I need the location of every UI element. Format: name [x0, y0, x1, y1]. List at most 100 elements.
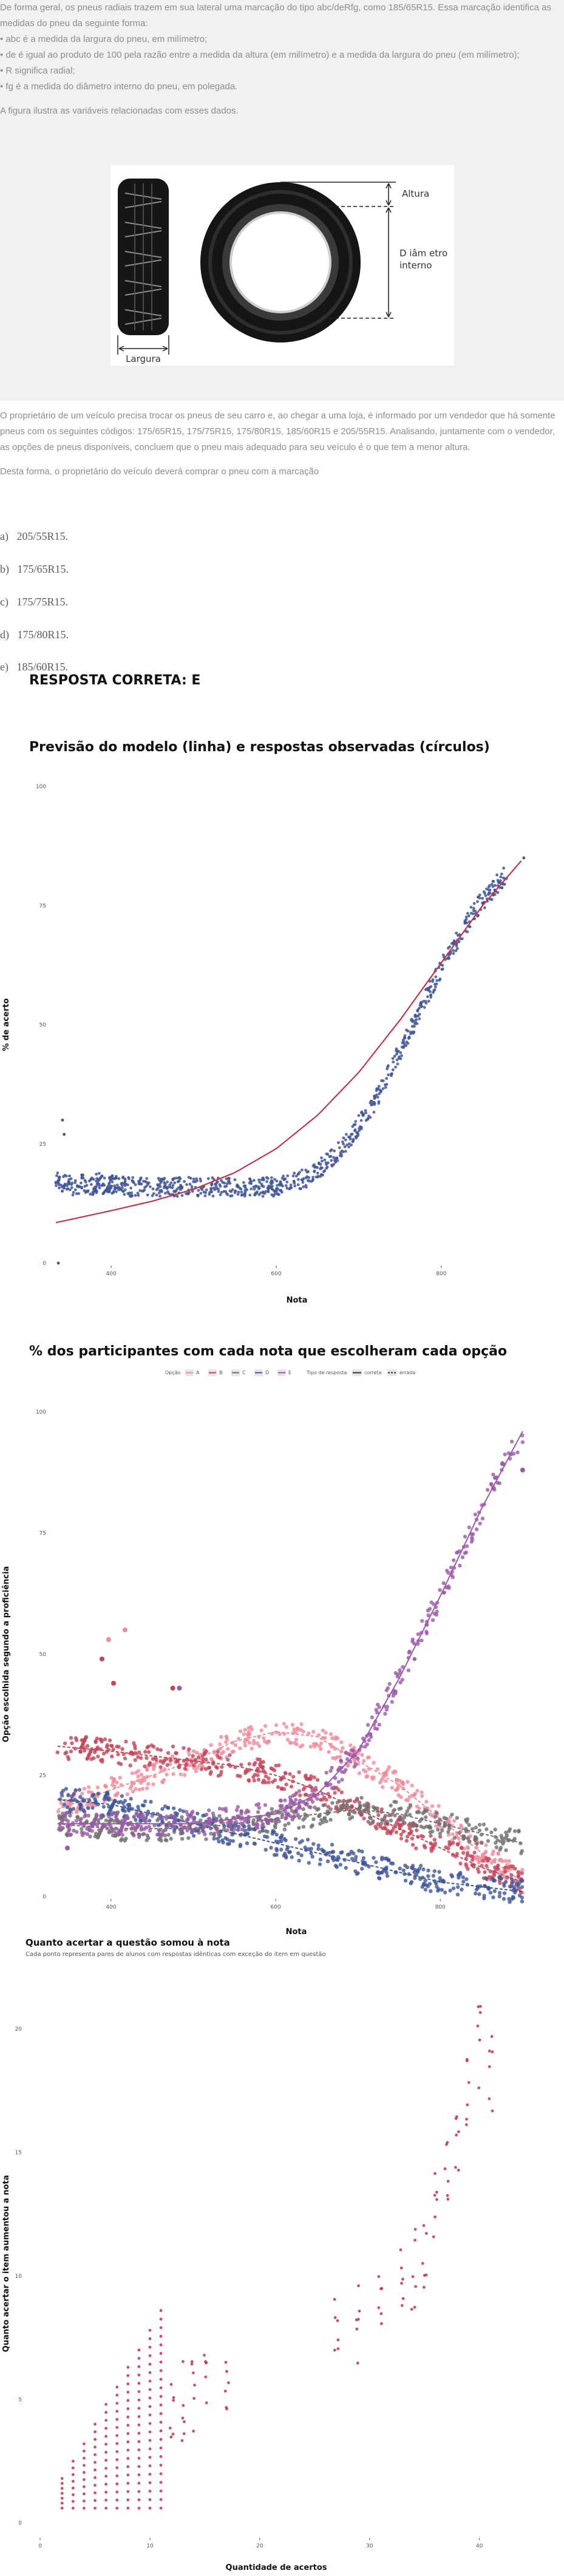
- question-prompt: Desta forma, o proprietário do veículo d…: [0, 466, 319, 477]
- option-point-D: [413, 1867, 417, 1872]
- x-tick-label: 400: [106, 1904, 116, 1910]
- observed-point: [233, 1191, 237, 1194]
- option-point-E: [310, 1788, 314, 1793]
- option-point-A: [334, 1735, 338, 1739]
- observed-point: [522, 856, 526, 860]
- gain-point: [159, 2309, 163, 2312]
- observed-point: [188, 1182, 192, 1186]
- option-b[interactable]: b) 175/65R15.: [0, 563, 69, 576]
- observed-point: [270, 1176, 273, 1179]
- gain-point: [126, 2506, 130, 2510]
- observed-point: [403, 1036, 407, 1040]
- option-point-D: [127, 1804, 132, 1809]
- observed-point: [415, 1018, 418, 1021]
- option-point-A: [410, 1783, 414, 1788]
- option-point-D: [401, 1868, 406, 1873]
- option-point-E: [285, 1813, 290, 1818]
- option-point-B: [429, 1833, 433, 1838]
- observed-point: [130, 1191, 134, 1194]
- observed-point: [139, 1177, 143, 1181]
- option-c[interactable]: c) 175/75R15.: [0, 596, 68, 608]
- option-point-D: [90, 1805, 95, 1810]
- option-point-D: [78, 1802, 83, 1807]
- outlier-point: [110, 1680, 116, 1686]
- option-point-A: [151, 1782, 155, 1787]
- observed-point: [56, 1261, 60, 1265]
- option-point-E: [172, 1824, 177, 1829]
- option-point-D: [338, 1862, 343, 1867]
- gain-point: [182, 2404, 185, 2407]
- option-point-E: [205, 1812, 209, 1817]
- option-point-C: [385, 1819, 389, 1824]
- observed-point: [134, 1183, 137, 1187]
- option-point-D: [62, 1802, 67, 1807]
- option-point-D: [311, 1842, 316, 1846]
- option-point-C: [397, 1807, 401, 1811]
- gain-point: [148, 2422, 152, 2425]
- option-point-C: [339, 1805, 344, 1810]
- option-point-D: [67, 1810, 72, 1814]
- observed-point: [405, 1040, 409, 1044]
- observed-point: [484, 894, 488, 898]
- gain-point: [60, 2496, 64, 2500]
- option-point-D: [419, 1864, 423, 1868]
- option-point-D: [449, 1873, 454, 1877]
- option-point-D: [360, 1849, 364, 1854]
- outlier-point: [170, 1685, 175, 1691]
- option-point-E: [182, 1825, 187, 1829]
- option-point-C: [257, 1830, 262, 1834]
- observed-point: [56, 1171, 59, 1174]
- option-point-C: [344, 1803, 348, 1807]
- y-tick-label: 75: [39, 1531, 46, 1537]
- gain-point: [223, 2390, 227, 2393]
- gain-point: [433, 2172, 437, 2175]
- option-point-E: [256, 1825, 260, 1830]
- gain-point: [83, 2456, 86, 2460]
- option-point-E: [350, 1748, 354, 1752]
- observed-point: [359, 1127, 363, 1131]
- option-point-E: [375, 1726, 379, 1731]
- observed-point: [472, 912, 475, 916]
- option-point-D: [218, 1834, 222, 1838]
- x-tick-label: 10: [146, 2543, 154, 2549]
- observed-point: [144, 1180, 147, 1183]
- option-point-C: [328, 1807, 333, 1811]
- observed-point: [319, 1166, 323, 1170]
- gain-point: [467, 2080, 471, 2084]
- option-point-E: [107, 1814, 111, 1819]
- observed-point: [409, 1031, 413, 1034]
- observed-point: [320, 1156, 323, 1160]
- option-point-D: [230, 1833, 234, 1837]
- y-tick-label: 50: [39, 1023, 47, 1029]
- gain-point: [478, 2038, 481, 2042]
- option-point-D: [274, 1839, 279, 1844]
- observed-point: [477, 914, 480, 917]
- observed-point: [138, 1182, 142, 1185]
- option-point-E: [123, 1827, 128, 1831]
- option-e[interactable]: e) 185/60R15.: [0, 661, 68, 673]
- observed-point: [358, 1129, 361, 1133]
- observed-point: [306, 1179, 310, 1182]
- observed-point: [75, 1184, 79, 1187]
- option-a[interactable]: a) 205/55R15.: [0, 530, 68, 543]
- option-point-C: [495, 1838, 500, 1842]
- option-point-E: [124, 1813, 129, 1818]
- gain-point: [414, 2285, 417, 2288]
- x-axis-label: Nota: [287, 1296, 308, 1305]
- gain-point: [413, 2305, 416, 2309]
- option-point-B: [289, 1784, 294, 1789]
- option-point-E: [293, 1793, 297, 1797]
- option-point-E: [202, 1830, 206, 1835]
- option-point-D: [357, 1849, 361, 1853]
- option-d[interactable]: d) 175/80R15.: [0, 629, 69, 641]
- gain-point: [126, 2407, 130, 2410]
- gain-point: [126, 2448, 130, 2452]
- option-point-D: [335, 1858, 339, 1862]
- option-point-E: [285, 1804, 289, 1808]
- option-point-A: [191, 1749, 196, 1753]
- observed-point: [499, 875, 503, 879]
- option-point-A: [434, 1824, 438, 1828]
- question-body: O proprietário de um veículo precisa tro…: [0, 408, 564, 480]
